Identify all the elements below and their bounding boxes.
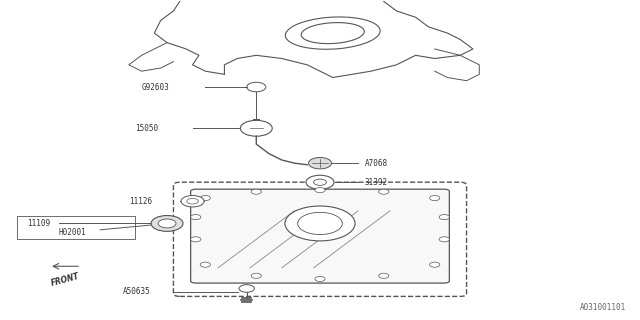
Circle shape — [429, 262, 440, 267]
Circle shape — [315, 188, 325, 193]
Text: H02001: H02001 — [59, 228, 86, 237]
Circle shape — [298, 212, 342, 235]
Circle shape — [315, 276, 325, 282]
Circle shape — [439, 237, 449, 242]
Circle shape — [191, 215, 201, 220]
Circle shape — [200, 196, 211, 201]
FancyBboxPatch shape — [191, 189, 449, 283]
Circle shape — [187, 198, 198, 204]
Circle shape — [306, 175, 334, 189]
Circle shape — [251, 273, 261, 278]
Text: FRONT: FRONT — [50, 272, 81, 288]
Circle shape — [246, 82, 266, 92]
Text: 31392: 31392 — [365, 178, 388, 187]
Ellipse shape — [285, 17, 380, 49]
Circle shape — [239, 285, 254, 292]
Circle shape — [241, 120, 272, 136]
Circle shape — [308, 157, 332, 169]
Circle shape — [191, 237, 201, 242]
Circle shape — [429, 196, 440, 201]
Circle shape — [158, 219, 176, 228]
Circle shape — [379, 273, 389, 278]
Circle shape — [314, 179, 326, 185]
Text: 11126: 11126 — [129, 197, 152, 206]
Text: A50635: A50635 — [122, 287, 150, 296]
Circle shape — [200, 262, 211, 267]
Circle shape — [439, 215, 449, 220]
Circle shape — [251, 189, 261, 194]
Text: G92603: G92603 — [141, 83, 170, 92]
Text: 15050: 15050 — [135, 124, 158, 133]
Circle shape — [285, 206, 355, 241]
Text: A031001101: A031001101 — [580, 303, 626, 312]
Circle shape — [151, 215, 183, 231]
Circle shape — [379, 189, 389, 194]
Text: 11109: 11109 — [27, 219, 50, 228]
Ellipse shape — [301, 23, 364, 44]
FancyBboxPatch shape — [173, 182, 467, 296]
Text: A7068: A7068 — [365, 159, 388, 168]
Circle shape — [181, 196, 204, 207]
